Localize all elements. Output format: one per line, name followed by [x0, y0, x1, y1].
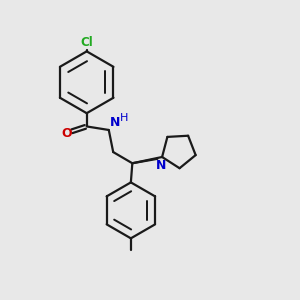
Text: N: N	[155, 159, 166, 172]
Text: O: O	[62, 127, 72, 140]
Text: N: N	[110, 116, 121, 128]
Text: Cl: Cl	[80, 36, 93, 49]
Text: H: H	[120, 113, 128, 124]
